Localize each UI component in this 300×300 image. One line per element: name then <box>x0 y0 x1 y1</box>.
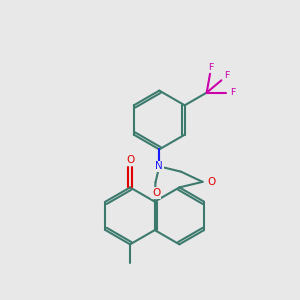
Text: F: F <box>208 62 214 71</box>
Text: F: F <box>224 71 229 80</box>
Text: O: O <box>152 188 160 198</box>
Text: N: N <box>155 161 163 171</box>
Text: N: N <box>155 161 163 171</box>
Text: O: O <box>207 177 215 187</box>
Text: O: O <box>126 155 134 165</box>
Text: F: F <box>230 88 236 97</box>
